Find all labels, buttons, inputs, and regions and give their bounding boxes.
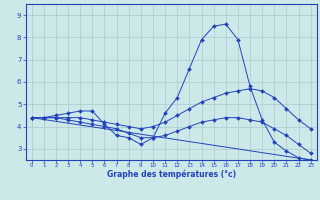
X-axis label: Graphe des températures (°c): Graphe des températures (°c) xyxy=(107,170,236,179)
